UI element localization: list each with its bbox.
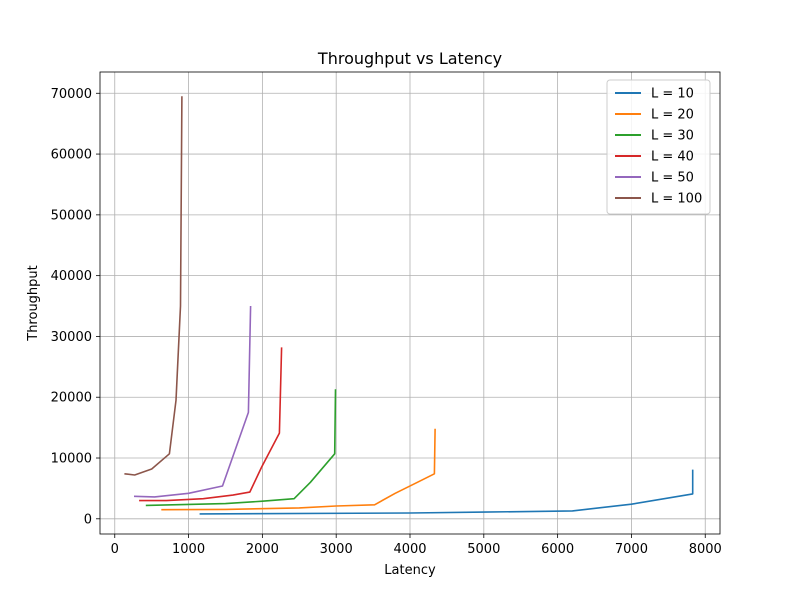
x-axis-label: Latency (384, 563, 436, 578)
x-tick-label: 1000 (172, 542, 205, 557)
y-tick-label: 50000 (51, 208, 92, 223)
y-axis-label: Throughput (26, 265, 41, 342)
series-line-l-30 (145, 389, 337, 507)
legend: L = 10 L = 20 L = 30 L = 40 L = 50 L = 100 (606, 79, 711, 215)
y-tick-label: 0 (84, 512, 92, 527)
x-tick-label: 4000 (393, 542, 426, 557)
x-tick-label: 8000 (689, 542, 722, 557)
legend-label: L = 40 (651, 150, 694, 165)
y-tick-label: 30000 (51, 330, 92, 345)
y-tick-label: 40000 (51, 269, 92, 284)
y-tick-label: 60000 (51, 148, 92, 163)
x-tick-label: 0 (111, 542, 119, 557)
series-line-l-10 (199, 469, 694, 515)
x-tick-label: 7000 (615, 542, 648, 557)
x-tick-label: 2000 (246, 542, 279, 557)
legend-label: L = 20 (651, 108, 694, 123)
legend-label: L = 30 (651, 129, 694, 144)
y-tick-label: 20000 (51, 391, 92, 406)
series-line-l-40 (139, 347, 283, 502)
series-line-l-50 (133, 305, 252, 498)
series-line-l-20 (161, 428, 436, 511)
x-tick-label: 3000 (320, 542, 353, 557)
x-tick-label: 6000 (541, 542, 574, 557)
x-tick-label: 5000 (467, 542, 500, 557)
legend-label: L = 10 (651, 87, 694, 102)
chart-title: Throughput vs Latency (317, 49, 502, 68)
series-line-l-100 (124, 96, 183, 476)
legend-label: L = 100 (651, 192, 702, 207)
legend-label: L = 50 (651, 171, 694, 186)
y-tick-label: 10000 (51, 452, 92, 467)
y-tick-label: 70000 (51, 87, 92, 102)
